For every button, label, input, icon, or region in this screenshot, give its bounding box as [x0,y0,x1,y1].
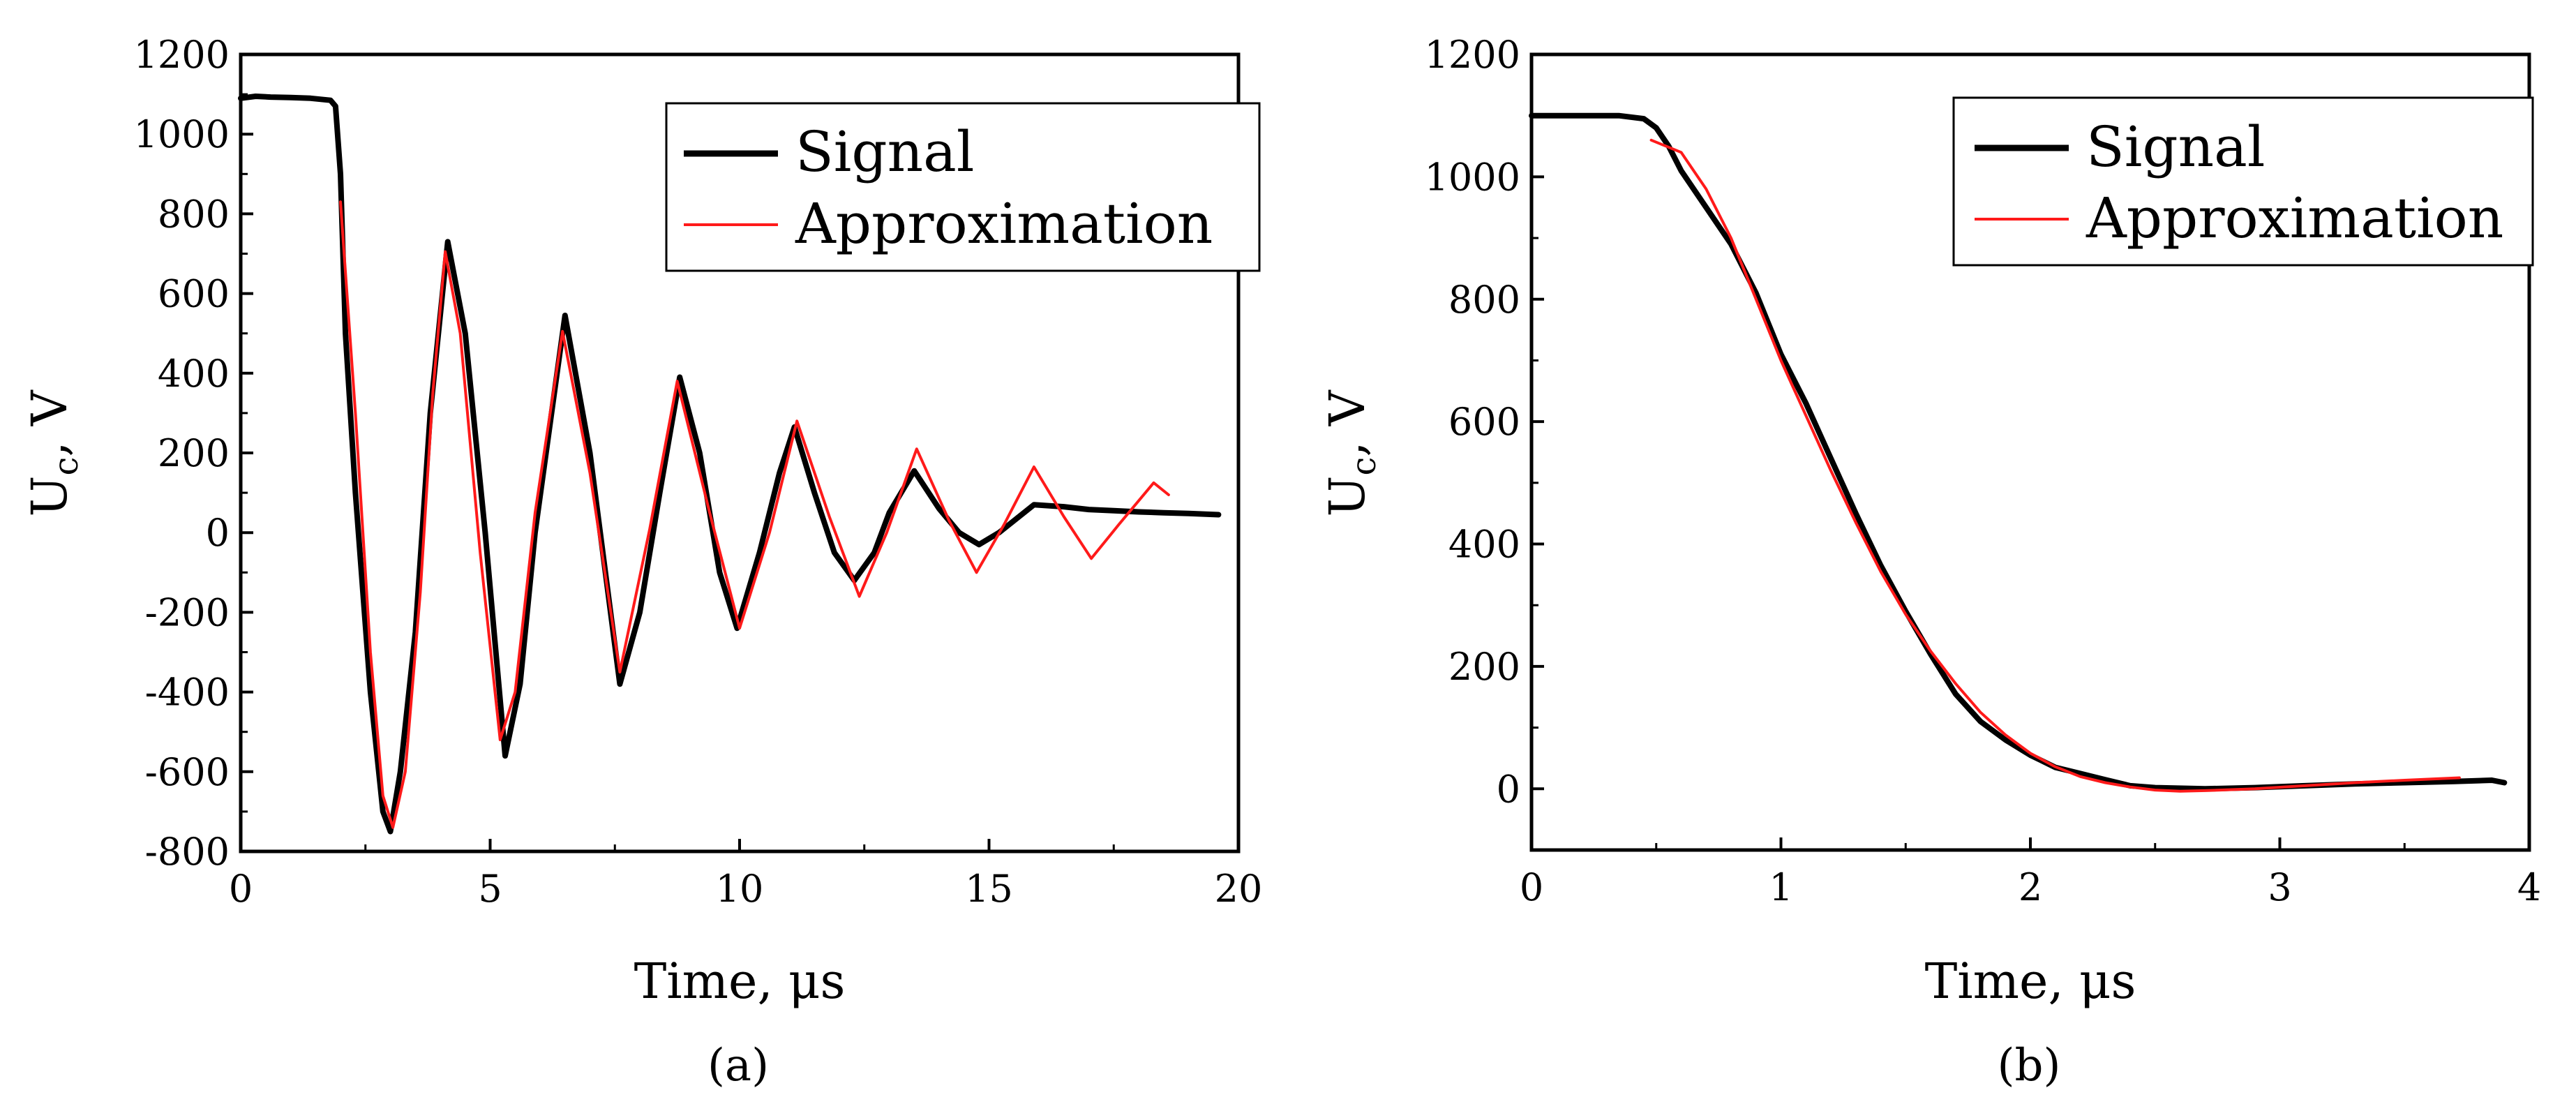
chart-a-y-tick-label: -800 [145,830,230,874]
chart-a-y-tick-label: 0 [206,511,230,555]
chart-a-y-axis-label-unit: , V [21,389,78,457]
chart-a-x-tick-label: 0 [229,867,253,911]
chart-b-x-axis-label: Time, μs [1925,953,2136,1010]
chart-a-y-tick-label: -400 [145,671,230,715]
chart-a-x-axis-label: Time, μs [634,953,846,1010]
chart-a: 0 5 10 15 20 -800 -600 -400 -200 0 200 400 600 800 100… [21,33,1262,1091]
chart-a-x-tick-label: 15 [965,867,1013,911]
chart-b-y-axis-label: Uc, V [1319,389,1384,516]
chart-b-x-tick-label: 2 [2019,865,2042,909]
chart-a-y-axis-label-sub: c [47,457,86,476]
chart-a-y-tick-label: 600 [158,272,230,316]
chart-b-legend-approximation-label: Approximation [2085,186,2503,251]
chart-a-x-tick-label: 5 [478,867,502,911]
chart-b-y-tick-label: 0 [1497,767,1520,811]
chart-b-y-tick-label: 800 [1448,278,1520,322]
chart-a-y-tick-label: -600 [145,750,230,794]
chart-b-series [1529,112,2508,793]
chart-a-legend: Signal Approximation [665,102,1261,272]
chart-b-x-tick-label: 4 [2517,865,2541,909]
chart-b-y-tick-label: 1200 [1425,33,1520,77]
chart-a-series [238,94,1222,835]
chart-a-y-tick-label: 200 [158,431,230,475]
chart-b-legend: Signal Approximation [1952,96,2534,267]
chart-b-y-axis-label-unit: , V [1319,389,1376,457]
chart-b-ticks: 0 1 2 3 4 0 200 400 600 800 1000 1200 [1425,33,2542,909]
chart-b-y-tick-label: 1000 [1425,155,1520,199]
chart-a-legend-signal-label: Signal [795,119,974,184]
chart-a-y-tick-label: 1000 [134,112,230,156]
chart-b-caption: (b) [1998,1040,2061,1091]
chart-b-y-tick-label: 400 [1448,523,1520,567]
chart-b-x-tick-label: 3 [2268,865,2291,909]
chart-a-y-tick-label: 400 [158,352,230,396]
chart-b-y-tick-label: 200 [1448,645,1520,689]
chart-a-x-tick-label: 20 [1215,867,1263,911]
chart-b-legend-signal-label: Signal [2086,114,2265,179]
chart-a-series-signal [238,94,1222,835]
chart-b-x-tick-label: 0 [1520,865,1543,909]
chart-b-legend-box [1952,96,2534,267]
chart-a-y-tick-label: 800 [158,192,230,236]
chart-a-y-axis-label: Uc, V [21,389,86,516]
chart-b-y-axis-label-main: U [1319,475,1376,516]
chart-a-series-approximation [339,200,1170,829]
chart-a-y-tick-label: 1200 [134,33,230,77]
chart-a-ticks: 0 5 10 15 20 -800 -600 -400 -200 0 200 400 600 800 100… [134,33,1263,911]
chart-b-x-tick-label: 1 [1769,865,1792,909]
chart-a-legend-approximation-label: Approximation [795,191,1213,256]
chart-a-y-tick-label: -200 [145,590,230,634]
chart-a-x-tick-label: 10 [716,867,764,911]
chart-b-series-approximation [1649,138,2461,793]
chart-b-y-tick-label: 600 [1448,400,1520,444]
chart-b: 0 1 2 3 4 0 200 400 600 800 1000 1200 Time, μs Uc, … [1319,33,2541,1091]
chart-a-y-axis-label-main: U [21,475,78,516]
chart-a-caption: (a) [707,1040,769,1091]
chart-b-y-axis-label-sub: c [1345,457,1384,476]
chart-a-legend-box [665,102,1261,272]
